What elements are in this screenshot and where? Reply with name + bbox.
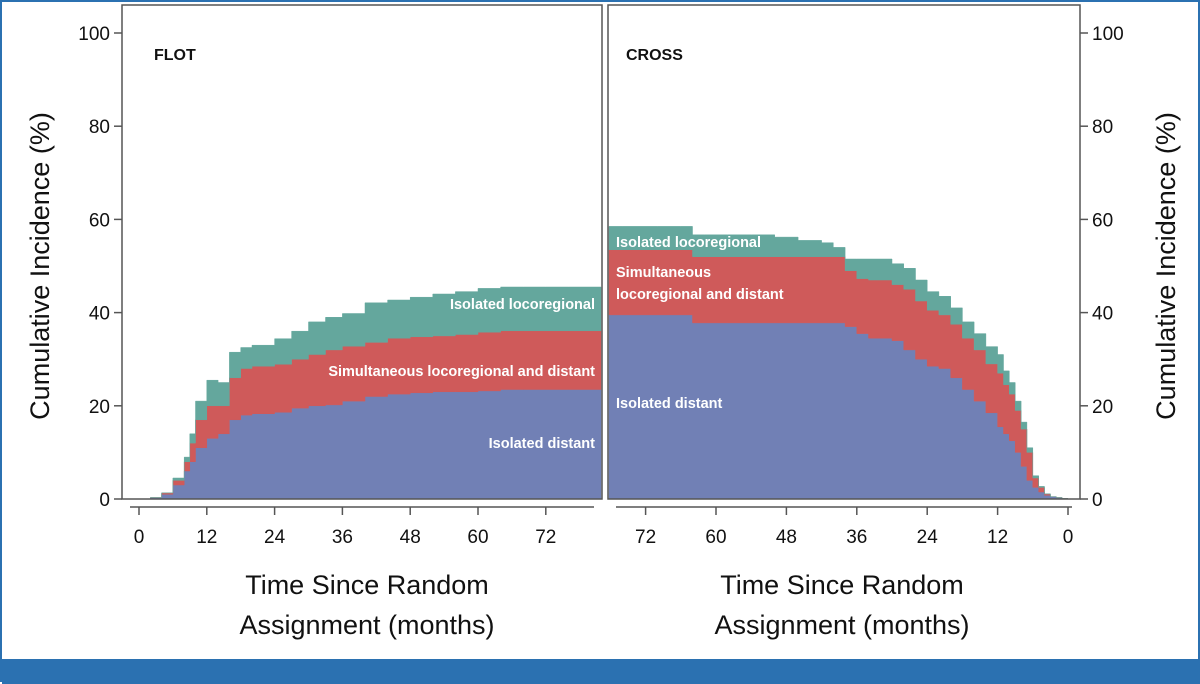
cross-label-simultaneous-locoregional-and-distant: Simultaneous locoregional and distant bbox=[616, 265, 784, 303]
cross-y-tick-label: 100 bbox=[1092, 24, 1124, 45]
cross-label-isolated-locoregional: Isolated locoregional bbox=[616, 235, 761, 251]
flot-x-tick-label: 48 bbox=[400, 527, 421, 548]
cross-x-axis-label-line2: Assignment (months) bbox=[714, 610, 969, 640]
left-y-axis-label: Cumulative Incidence (%) bbox=[25, 112, 55, 420]
cross-x-tick-label: 48 bbox=[776, 527, 797, 548]
flot-stacked-areas bbox=[139, 286, 602, 500]
cross-x-tick-label: 72 bbox=[635, 527, 656, 548]
flot-y-tick-label: 40 bbox=[89, 304, 110, 325]
flot-y-tick-label: 100 bbox=[78, 24, 110, 45]
cross-panel: CROSS Isolated locoregional Simultaneous l… bbox=[607, 4, 1181, 640]
flot-label-simultaneous-locoregional-and-distant: Simultaneous locoregional and distant bbox=[328, 364, 595, 380]
cross-y-tick-label: 0 bbox=[1092, 490, 1103, 511]
cross-y-tick-label: 80 bbox=[1092, 117, 1113, 138]
flot-panel: FLOT Isolated locoregional Simultaneous l… bbox=[25, 4, 603, 640]
cross-x-tick-label: 0 bbox=[1063, 527, 1074, 548]
flot-y-tick-label: 80 bbox=[89, 117, 110, 138]
flot-panel-title: FLOT bbox=[154, 47, 196, 64]
flot-area-labels: Isolated locoregional Simultaneous locore… bbox=[328, 297, 595, 452]
cross-panel-title: CROSS bbox=[626, 47, 683, 64]
cross-x-axis-label-line1: Time Since Random bbox=[720, 570, 964, 600]
flot-y-tick-label: 20 bbox=[89, 397, 110, 418]
flot-x-tick-label: 0 bbox=[134, 527, 145, 548]
flot-x-axis-label-line1: Time Since Random bbox=[245, 570, 489, 600]
cross-x-tick-label: 36 bbox=[846, 527, 867, 548]
cross-axes: 72 60 48 36 24 12 00 20 40 60 80 100 bbox=[616, 24, 1124, 548]
cross-x-tick-label: 12 bbox=[987, 527, 1008, 548]
flot-area-isolated-locoregional bbox=[139, 286, 602, 500]
cross-label-isolated-distant: Isolated distant bbox=[616, 396, 723, 412]
right-y-axis-label: Cumulative Incidence (%) bbox=[1151, 112, 1181, 420]
flot-x-tick-label: 72 bbox=[535, 527, 556, 548]
flot-x-tick-label: 24 bbox=[264, 527, 286, 548]
cross-area-labels: Isolated locoregional Simultaneous locoreg… bbox=[616, 235, 784, 412]
flot-y-tick-label: 60 bbox=[89, 210, 110, 231]
footer-bar bbox=[2, 659, 1200, 684]
flot-label-isolated-distant: Isolated distant bbox=[489, 436, 596, 452]
cross-x-tick-label: 60 bbox=[705, 527, 726, 548]
cross-y-tick-label: 40 bbox=[1092, 304, 1113, 325]
flot-panel-border bbox=[121, 4, 603, 500]
flot-label-isolated-locoregional: Isolated locoregional bbox=[450, 297, 595, 313]
flot-x-tick-label: 36 bbox=[332, 527, 353, 548]
cross-y-tick-label: 60 bbox=[1092, 210, 1113, 231]
flot-x-axis-label-line2: Assignment (months) bbox=[239, 610, 494, 640]
flot-y-tick-label: 0 bbox=[99, 490, 110, 511]
flot-axes: 0 12 24 36 48 60 72 0 20 40 60 80 100 bbox=[78, 24, 594, 548]
cross-y-tick-label: 20 bbox=[1092, 397, 1113, 418]
cross-x-tick-label: 24 bbox=[917, 527, 939, 548]
cross-panel-border bbox=[607, 4, 1081, 500]
flot-x-tick-label: 12 bbox=[196, 527, 217, 548]
flot-x-tick-label: 60 bbox=[467, 527, 488, 548]
